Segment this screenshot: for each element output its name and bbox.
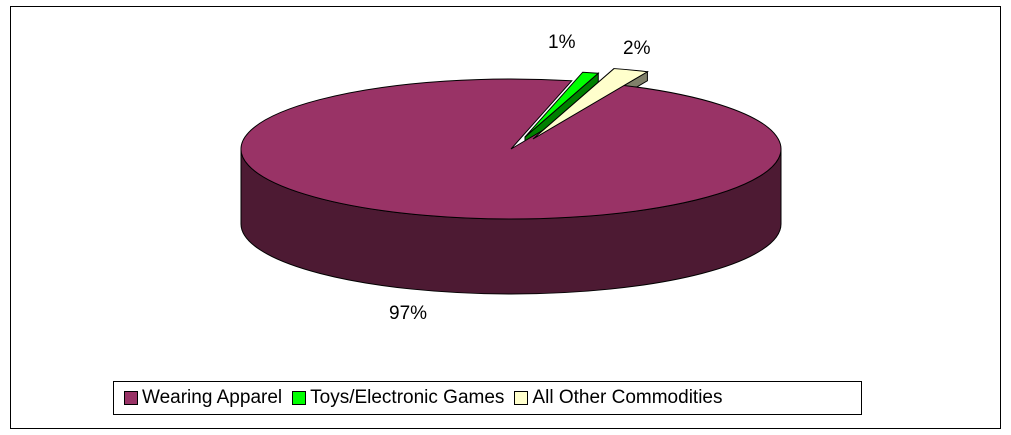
- legend-label-toys-electronic-games: Toys/Electronic Games: [310, 387, 505, 408]
- legend-swatch-all-other-commodities: [514, 391, 529, 405]
- legend-item-wearing-apparel: Wearing Apparel: [124, 387, 282, 409]
- legend-swatch-wearing-apparel: [124, 391, 138, 405]
- legend: Wearing Apparel Toys/Electronic Games Al…: [113, 381, 862, 415]
- legend-label-wearing-apparel: Wearing Apparel: [142, 387, 283, 408]
- legend-swatch-toys-electronic-games: [292, 391, 307, 405]
- legend-label-all-other-commodities: All Other Commodities: [532, 387, 723, 408]
- legend-item-all-other-commodities: All Other Commodities: [514, 387, 722, 409]
- pie-slices-group: [240, 68, 782, 220]
- data-label-wearing-apparel: 97%: [389, 303, 427, 324]
- pie-slice-all-other-commodities: [532, 68, 649, 140]
- legend-item-toys-electronic-games: Toys/Electronic Games: [292, 387, 504, 409]
- pie-slice-wearing-apparel: [240, 78, 782, 220]
- pie-slice-toys-electronic-games: [524, 71, 600, 138]
- data-label-all-other-commodities: 2%: [623, 38, 651, 59]
- data-label-toys-electronic-games: 1%: [548, 32, 576, 53]
